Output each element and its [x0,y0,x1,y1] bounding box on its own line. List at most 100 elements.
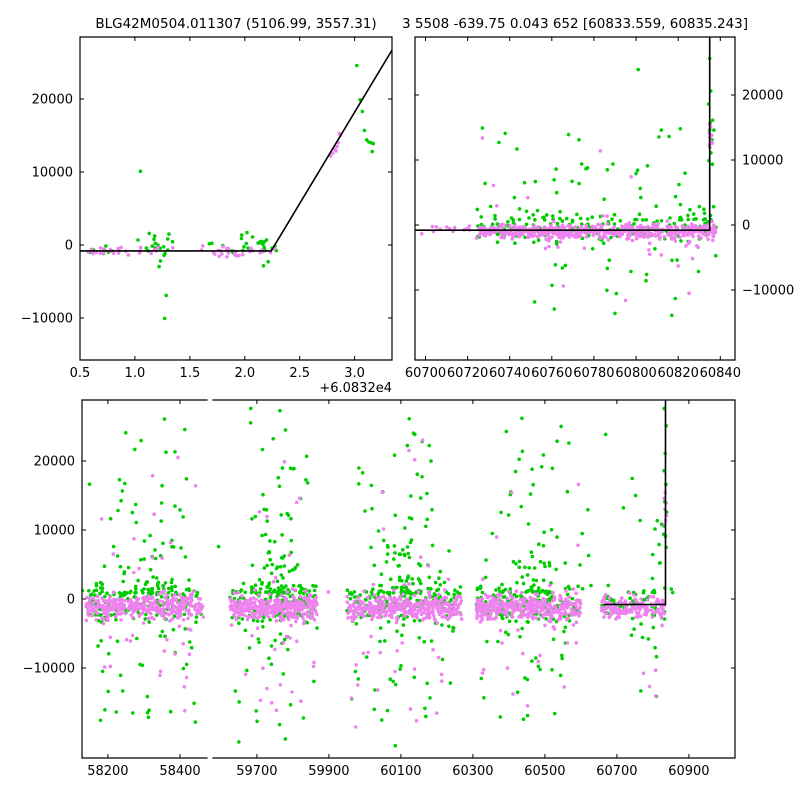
scatter-point [562,225,567,230]
scatter-point [565,489,570,494]
scatter-point [403,600,408,605]
scatter-point [514,589,519,593]
scatter-point [541,215,545,220]
scatter-point [163,581,168,585]
scatter-point [572,609,576,613]
scatter-point [265,514,269,519]
scatter-point [532,240,536,245]
scatter-point [425,602,429,607]
scatter-point [655,219,659,223]
scatter-point [672,236,677,240]
scatter-point [491,183,496,188]
scatter-point [425,681,430,686]
scatter-point [233,689,238,693]
scatter-point [257,578,262,582]
scatter-point [259,239,264,244]
scatter-point [308,615,313,619]
scatter-point [620,232,624,237]
scatter-point [505,596,509,601]
scatter-point [637,212,642,216]
scatter-point [369,545,373,550]
scatter-point [312,660,316,665]
scatter-point [427,593,432,597]
scatter-point [542,530,546,534]
scatter-point [448,681,453,685]
scatter-point [312,679,316,684]
scatter-point [500,616,505,621]
scatter-point [238,606,243,610]
scatter-point [244,241,249,246]
scatter-point [228,597,233,601]
scatter-point [629,633,634,637]
scatter-point [91,601,95,606]
scatter-point [166,590,171,595]
scatter-point [686,213,690,218]
scatter-point [570,596,575,601]
scatter-point [612,212,617,217]
scatter-point [393,610,397,614]
scatter-point [238,601,243,605]
scatter-point [484,612,488,616]
scatter-point [440,657,445,662]
scatter-point [447,615,452,620]
scatter-point [278,683,283,687]
scatter-point [605,214,609,218]
scatter-point [397,595,402,599]
scatter-point [385,552,390,556]
scatter-point [183,555,188,559]
scatter-point [493,599,497,604]
scatter-point [417,636,422,640]
scatter-point [438,569,443,574]
scatter-point [362,128,367,133]
scatter-point [404,579,409,583]
scatter-point [373,598,378,603]
scatter-point [193,720,198,724]
scatter-point [369,483,374,488]
scatter-point [546,233,551,237]
scatter-point [150,473,155,478]
x-tick-label: 60700 [405,366,446,381]
scatter-point [520,575,524,579]
scatter-point [521,651,525,656]
scatter-point [554,567,558,572]
scatter-point [485,231,489,235]
scatter-point [647,248,651,252]
scatter-point [267,581,272,585]
scatter-point [312,588,317,593]
scatter-point [119,618,123,622]
scatter-point [155,576,159,580]
scatter-point [151,575,155,579]
scatter-point [237,621,241,625]
scatter-point [528,492,533,496]
scatter-point [198,611,202,615]
scatter-point [143,617,147,621]
scatter-point [558,603,563,607]
scatter-point [558,216,562,221]
scatter-point [105,615,110,620]
scatter-point [284,607,289,611]
scatter-point [356,604,361,608]
scatter-point [256,637,261,641]
scatter-point [385,591,390,595]
scatter-point [639,689,643,693]
scatter-point [356,612,361,617]
scatter-point [513,469,518,474]
y-tick-label: 10000 [34,524,75,539]
scatter-point [272,606,277,611]
scatter-point [524,607,529,611]
scatter-point [422,610,426,615]
scatter-point [641,590,646,595]
scatter-point [201,615,206,619]
scatter-point [102,251,106,255]
scatter-point [370,149,375,154]
scatter-point [431,647,435,652]
scatter-point [271,589,276,594]
scatter-point [418,555,423,559]
scatter-point [531,578,536,582]
scatter-point [122,571,126,576]
scatter-point [285,610,289,615]
scatter-point [455,590,460,594]
scatter-point [599,224,604,229]
scatter-point [237,700,241,704]
scatter-point [638,223,643,228]
